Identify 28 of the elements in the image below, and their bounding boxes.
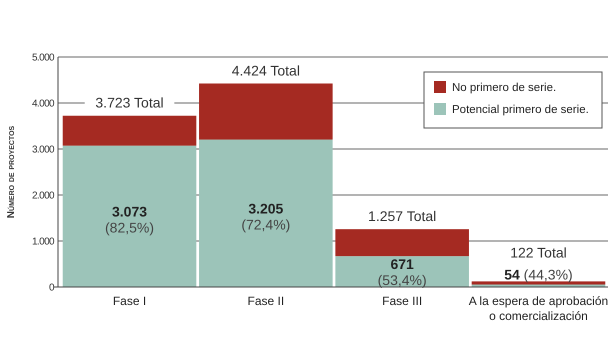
bar <box>335 229 469 256</box>
data-label: 3.205 (72,4%) <box>241 200 290 232</box>
legend-label: Potencial primero de serie. <box>452 104 589 116</box>
y-tick-label: 1.000 <box>32 236 56 248</box>
total-label: 3.723 Total <box>95 94 164 111</box>
y-tick-label: 4.000 <box>32 98 56 110</box>
x-tick-label: Fase III <box>382 294 422 308</box>
bar <box>199 83 333 140</box>
bar <box>335 256 469 287</box>
legend-label: No primero de serie. <box>452 82 556 94</box>
bar <box>199 140 333 287</box>
y-tick-label: 2.000 <box>32 190 56 202</box>
y-tick-label: 5.000 <box>32 52 56 64</box>
data-label: 671 (53,4%) <box>378 256 427 288</box>
y-tick-label: 3.000 <box>32 144 56 156</box>
y-tick-label: 0 <box>49 282 56 294</box>
x-tick-label: Fase II <box>247 294 284 308</box>
total-label: 4.424 Total <box>232 62 300 78</box>
bar <box>62 116 196 146</box>
bar <box>472 281 606 285</box>
x-tick-label: A la espera de aprobación o comercialización <box>468 294 608 323</box>
y-axis-title: Número de proyectos <box>6 125 17 218</box>
total-label: 122 Total <box>510 244 567 260</box>
data-label: 3.073 (82,5%) <box>105 203 154 236</box>
x-tick-label: Fase I <box>112 294 146 308</box>
bar <box>62 146 196 287</box>
total-label: 1.257 Total <box>368 208 436 224</box>
data-label: 54 (44,3%) <box>504 266 573 283</box>
